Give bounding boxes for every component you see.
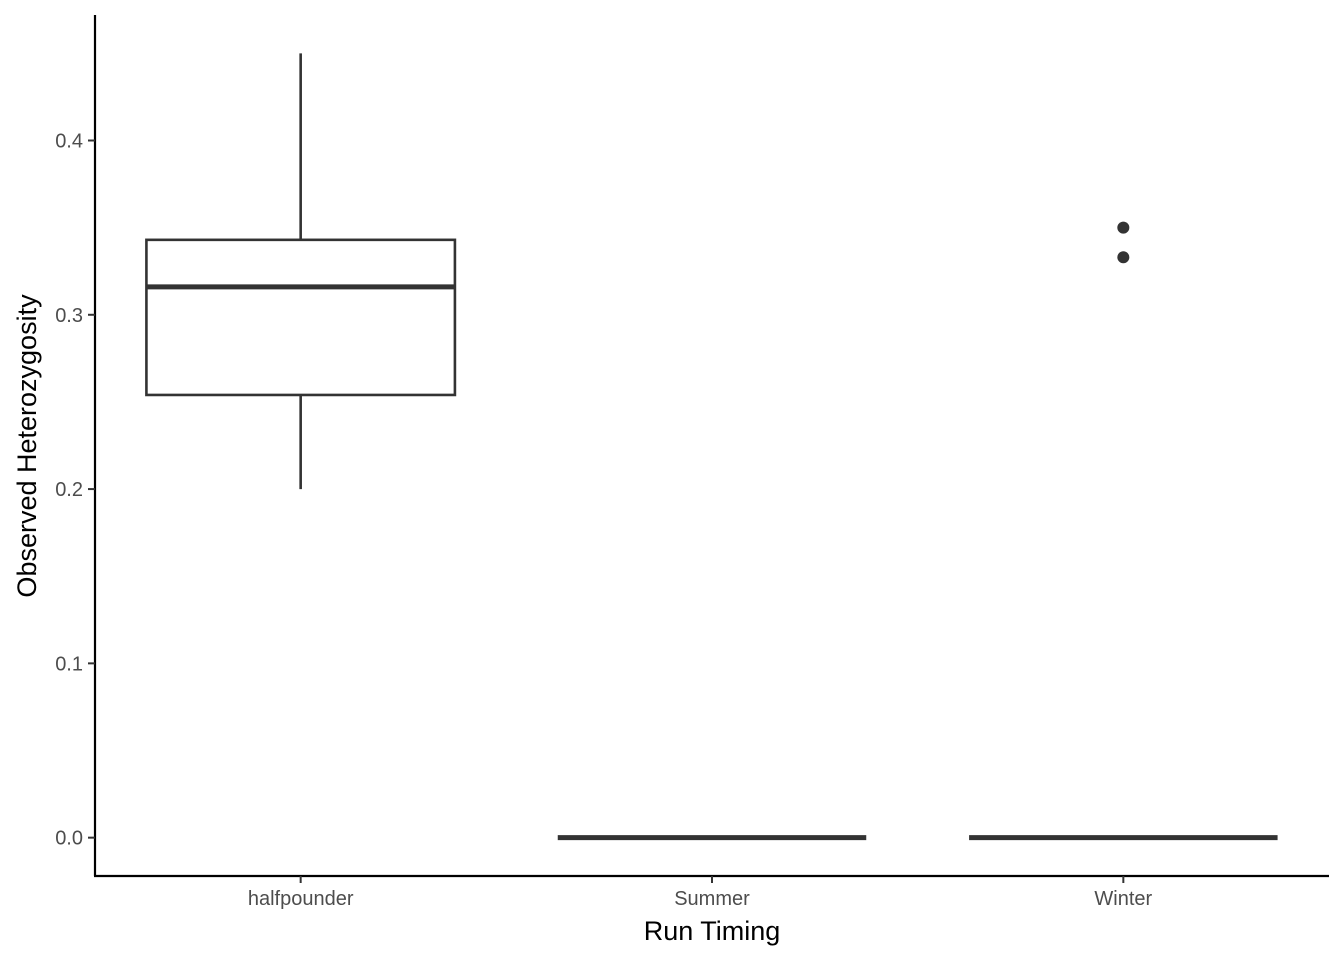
plot-area <box>145 53 1278 841</box>
y-tick-label: 0.0 <box>55 828 83 850</box>
y-tick-label: 0.2 <box>55 479 83 501</box>
x-axis-title: Run Timing <box>644 916 781 946</box>
box-body <box>145 238 457 397</box>
y-tick-label: 0.4 <box>55 130 83 152</box>
x-tick-label: Summer <box>674 888 750 910</box>
y-axis: 0.0 0.1 0.2 0.3 0.4 <box>55 15 97 876</box>
y-tick-label: 0.3 <box>55 305 83 327</box>
x-axis: halfpounder Summer Winter <box>94 874 1329 910</box>
box-winter <box>969 221 1278 841</box>
y-tick-label: 0.1 <box>55 653 83 675</box>
box-halfpounder <box>145 53 457 490</box>
outlier-point <box>1117 221 1130 234</box>
y-axis-title: Observed Heterozygosity <box>12 294 42 598</box>
x-tick-label: halfpounder <box>248 888 354 910</box>
outlier-point <box>1117 251 1130 264</box>
x-tick-label: Winter <box>1094 888 1152 910</box>
